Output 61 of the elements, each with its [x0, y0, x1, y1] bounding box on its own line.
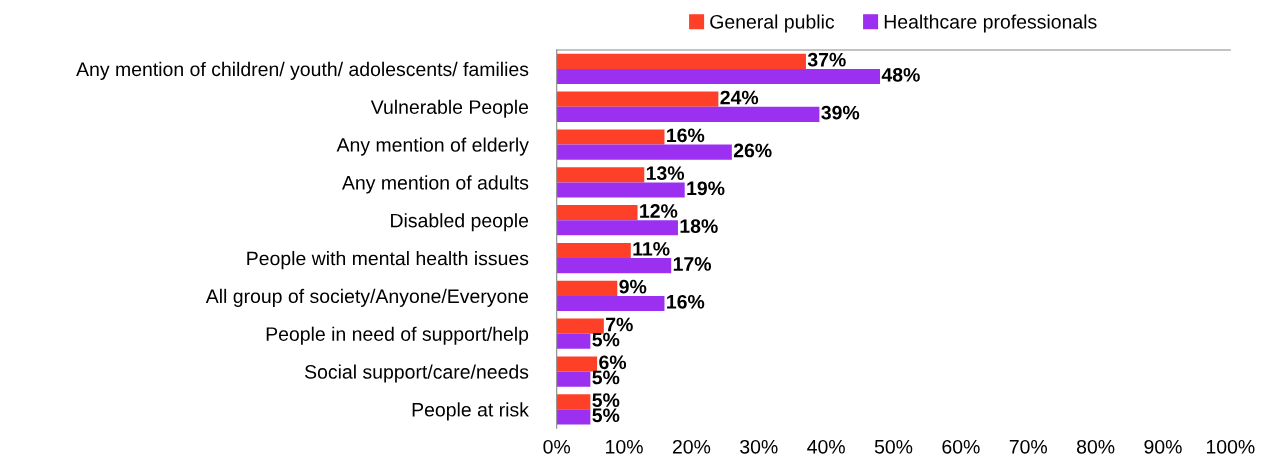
bar: [556, 167, 645, 183]
data-label: 13%: [646, 166, 685, 181]
x-tick-label: 90%: [1144, 439, 1182, 454]
y-tick-label: Any mention of adults: [341, 175, 529, 194]
x-tick-label: 80%: [1076, 439, 1115, 454]
bar: [556, 394, 591, 410]
bar: [556, 91, 719, 107]
data-label: 18%: [680, 219, 718, 234]
bar: [556, 371, 591, 387]
y-tick-label: All group of society/Anyone/Everyone: [205, 288, 529, 307]
data-label: 37%: [807, 52, 846, 67]
y-tick-label: Vulnerable People: [370, 99, 529, 118]
y-tick-label: People at risk: [412, 402, 529, 421]
x-tick-label: 40%: [807, 439, 845, 454]
legend-label: General public: [710, 14, 835, 33]
data-label: 6%: [599, 355, 627, 370]
bar: [556, 106, 820, 122]
data-label: 12%: [640, 204, 678, 218]
data-label: 16%: [667, 128, 705, 143]
bar: [556, 295, 665, 312]
data-label: 19%: [687, 181, 725, 196]
x-tick-label: 20%: [672, 439, 711, 454]
bar: [556, 144, 732, 160]
x-tick-label: 10%: [606, 439, 643, 454]
data-label: 7%: [606, 317, 633, 332]
bar: [556, 333, 591, 349]
y-tick-label: People in need of support/help: [266, 326, 529, 345]
data-label: 5%: [592, 393, 620, 408]
data-label: 9%: [619, 279, 647, 294]
bar: [556, 129, 665, 145]
x-tick-label: 50%: [874, 439, 913, 454]
data-label: 16%: [667, 294, 705, 309]
x-tick-label: 70%: [1009, 439, 1048, 454]
bar: [556, 409, 591, 425]
data-label: 17%: [673, 257, 712, 271]
data-label: 11%: [633, 241, 670, 256]
bar: [556, 53, 806, 69]
data-label: 5%: [592, 408, 620, 423]
bar: [556, 258, 672, 274]
y-tick-label: People with mental health issues: [247, 251, 529, 270]
bar: [556, 242, 631, 259]
legend-label: Healthcare professionals: [884, 14, 1097, 33]
data-label: 5%: [592, 370, 620, 385]
data-label: 48%: [881, 67, 920, 82]
data-label: 39%: [821, 105, 860, 120]
y-tick-label: Any mention of children/ youth/ adolescents/ families: [76, 61, 529, 80]
data-label: 5%: [592, 332, 620, 347]
x-tick-label: 100%: [1206, 439, 1255, 454]
bar: [556, 280, 618, 296]
y-tick-label: Any mention of elderly: [336, 137, 529, 156]
data-label: 24%: [720, 90, 759, 105]
bar: [556, 182, 685, 198]
bar: [556, 220, 678, 236]
x-tick-label: 60%: [942, 439, 980, 454]
bar: [556, 68, 881, 85]
data-label: 26%: [733, 143, 772, 158]
y-tick-label: Social support/care/needs: [304, 364, 529, 383]
bar: [556, 205, 638, 221]
x-tick-label: 30%: [740, 439, 778, 454]
x-tick-label: 0%: [543, 439, 571, 454]
y-tick-label: Disabled people: [391, 213, 529, 232]
